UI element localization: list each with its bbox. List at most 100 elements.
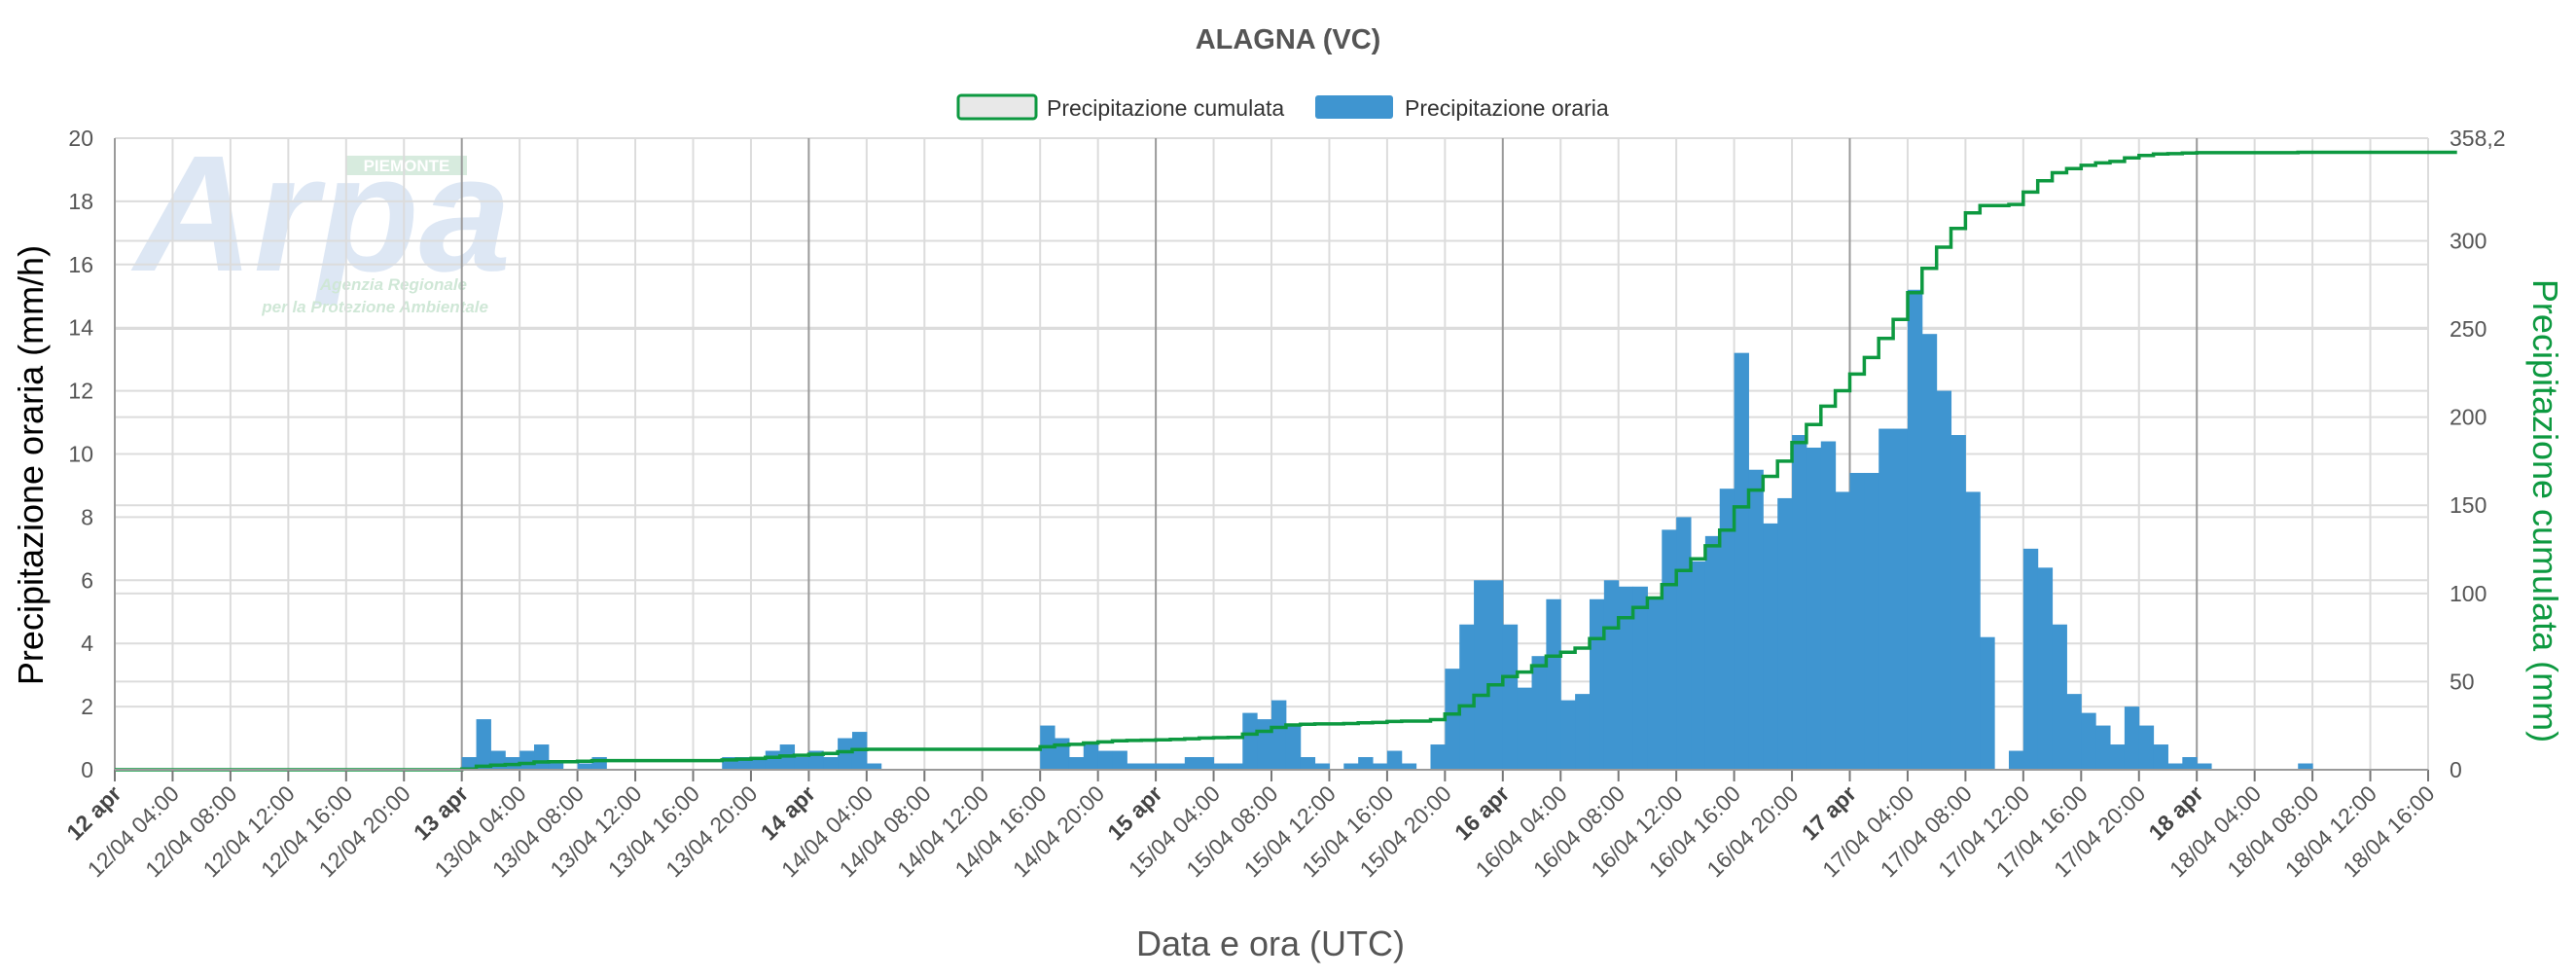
bar-oraria: [2182, 757, 2198, 770]
bar-oraria: [1575, 694, 1591, 770]
bar-oraria: [1719, 489, 1735, 770]
bar-oraria: [1083, 744, 1099, 770]
bar-oraria: [1980, 636, 1995, 770]
bar-oraria: [1704, 535, 1721, 770]
bar-oraria: [1199, 757, 1215, 770]
bar-oraria: [2095, 725, 2111, 770]
bar-oraria: [1343, 763, 1359, 770]
bar-oraria: [2008, 750, 2024, 770]
arpa-logo-watermark: Arpa PIEMONTE Agenzia Regionale per la P…: [130, 122, 511, 316]
legend-item-oraria[interactable]: Precipitazione oraria: [1315, 95, 1609, 121]
bar-oraria: [1358, 757, 1374, 770]
cumulative-line: [115, 150, 2457, 772]
bar-oraria: [1632, 586, 1648, 770]
bar-oraria: [1314, 763, 1330, 770]
bar-oraria: [1921, 334, 1938, 770]
bar-oraria: [1242, 712, 1258, 770]
bar-oraria: [1907, 289, 1923, 770]
y-axis-right-title: Precipitazione cumulata (mm): [2525, 279, 2565, 743]
bar-oraria: [1401, 763, 1417, 770]
bar-oraria: [1763, 523, 1778, 770]
bar-oraria: [2298, 763, 2313, 770]
bar-oraria: [1878, 428, 1894, 770]
legend-label-oraria: Precipitazione oraria: [1405, 95, 1609, 121]
y-axis-left-title: Precipitazione oraria (mm/h): [11, 245, 51, 685]
legend-icon-cumulata: [956, 93, 1038, 121]
bar-oraria: [1864, 472, 1879, 770]
bar-oraria: [1285, 725, 1302, 770]
bar-oraria: [1068, 757, 1085, 770]
logo-badge-box: [346, 156, 467, 175]
y-right-tick-label: 300: [2450, 228, 2487, 253]
bar-oraria: [548, 763, 564, 770]
grid-lines: [114, 137, 2429, 771]
bar-oraria: [838, 738, 853, 770]
bar-oraria: [2066, 694, 2082, 770]
bar-oraria: [490, 750, 506, 770]
bar-oraria: [1184, 757, 1200, 770]
bar-oraria: [1127, 763, 1142, 770]
bar-oraria: [519, 750, 535, 770]
bar-oraria: [1055, 738, 1070, 770]
bar-oraria: [750, 757, 767, 770]
bar-oraria: [1228, 763, 1243, 770]
bar-oraria: [1546, 598, 1561, 770]
y-left-tick-label: 14: [68, 315, 93, 341]
y-left-tick-label: 10: [68, 442, 93, 467]
y-left-tick-label: 20: [68, 126, 93, 151]
bar-oraria: [2052, 624, 2067, 770]
logo-line2: per la Protezione Ambientale: [261, 298, 488, 316]
bar-oraria: [866, 763, 882, 770]
bar-oraria: [1893, 428, 1909, 770]
bar-oraria: [1097, 750, 1114, 770]
bar-oraria: [1271, 700, 1287, 770]
y-right-tick-label: 200: [2450, 405, 2487, 430]
y-left-tick-label: 4: [81, 631, 93, 656]
bar-oraria: [534, 744, 550, 770]
bar-oraria: [2037, 567, 2054, 770]
bar-oraria: [1156, 763, 1171, 770]
bar-oraria: [1936, 390, 1952, 770]
legend-item-cumulata[interactable]: Precipitazione cumulata: [956, 93, 1284, 121]
bar-oraria: [2197, 763, 2212, 770]
bar-oraria: [2081, 712, 2096, 770]
bar-oraria: [2153, 744, 2168, 770]
legend-label-cumulata: Precipitazione cumulata: [1047, 95, 1284, 121]
y-right-tick-label: 100: [2450, 581, 2487, 606]
y-left-tick-label: 6: [81, 567, 93, 593]
y-left-tick-label: 16: [68, 252, 93, 277]
chart-title: ALAGNA (VC): [1196, 24, 1381, 55]
bar-oraria: [2124, 706, 2140, 770]
y-left-tick-label: 0: [81, 757, 93, 782]
bar-oraria: [1112, 750, 1127, 770]
bar-oraria: [1373, 763, 1388, 770]
bar-oraria: [1487, 580, 1504, 770]
bar-oraria: [461, 757, 478, 770]
y-left-tick-label: 8: [81, 504, 93, 529]
bar-oraria: [1300, 757, 1316, 770]
bar-oraria: [823, 757, 839, 770]
bar-oraria: [1459, 624, 1475, 770]
bar-oraria: [577, 763, 592, 770]
y-right-tick-label: 50: [2450, 669, 2475, 694]
bar-oraria: [1430, 744, 1446, 770]
bar-oraria: [1445, 669, 1460, 770]
y-left-tick-label: 2: [81, 694, 93, 719]
logo-line1: Agenzia Regionale: [319, 275, 467, 294]
bar-oraria: [1474, 580, 1489, 770]
bar-oraria: [1777, 497, 1793, 770]
bar-oraria: [1647, 598, 1663, 770]
bar-oraria: [476, 719, 491, 770]
bar-oraria: [1849, 472, 1865, 770]
y-right-tick-label: 150: [2450, 492, 2487, 518]
bar-oraria: [1560, 700, 1576, 770]
y-left-tick-label: 18: [68, 189, 93, 214]
bar-oraria: [1691, 561, 1706, 770]
bar-oraria: [1676, 517, 1692, 770]
bar-oraria: [2167, 763, 2183, 770]
bar-oraria: [1820, 441, 1837, 770]
logo-badge: PIEMONTE: [364, 157, 450, 175]
y-right-tick-label: 250: [2450, 316, 2487, 342]
